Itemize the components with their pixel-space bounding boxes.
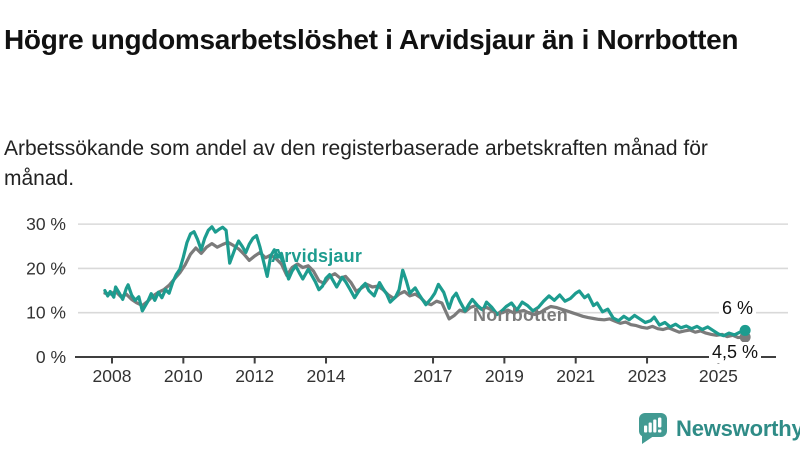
y-tick-label: 30 %: [26, 214, 66, 234]
x-tick-label: 2019: [485, 366, 524, 386]
end-value-label-arvidsjaur: 6 %: [719, 298, 757, 319]
x-tick-label: 2021: [556, 366, 595, 386]
x-tick-label: 2025: [699, 366, 738, 386]
page-subtitle: Arbetssökande som andel av den registerb…: [4, 137, 708, 190]
brand-name: Newsworthy: [676, 415, 800, 441]
series-line-norrbotten: [103, 240, 747, 340]
x-tick-label: 2010: [164, 366, 203, 386]
x-tick-label: 2014: [307, 366, 346, 386]
series-label-arvidsjaur: Arvidsjaur: [271, 246, 363, 266]
newsworthy-logo: Newsworthy: [637, 411, 800, 446]
x-tick-label: 2012: [235, 366, 274, 386]
series-label-norrbotten: Norrbotten: [473, 305, 568, 325]
bar-chart-speech-bubble-icon: [639, 413, 667, 444]
x-tick-label: 2017: [414, 366, 453, 386]
x-tick-label: 2008: [93, 366, 132, 386]
end-dot-arvidsjaur: [739, 324, 751, 336]
y-tick-label: 20 %: [26, 258, 66, 278]
series-line-arvidsjaur: [103, 225, 747, 338]
y-tick-label: 0 %: [36, 347, 66, 367]
y-tick-label: 10 %: [26, 303, 66, 323]
page-title: Högre ungdomsarbetslöshet i Arvidsjaur ä…: [4, 23, 739, 55]
end-value-label-norrbotten: 4,5 %: [709, 342, 762, 363]
x-tick-label: 2023: [628, 366, 667, 386]
